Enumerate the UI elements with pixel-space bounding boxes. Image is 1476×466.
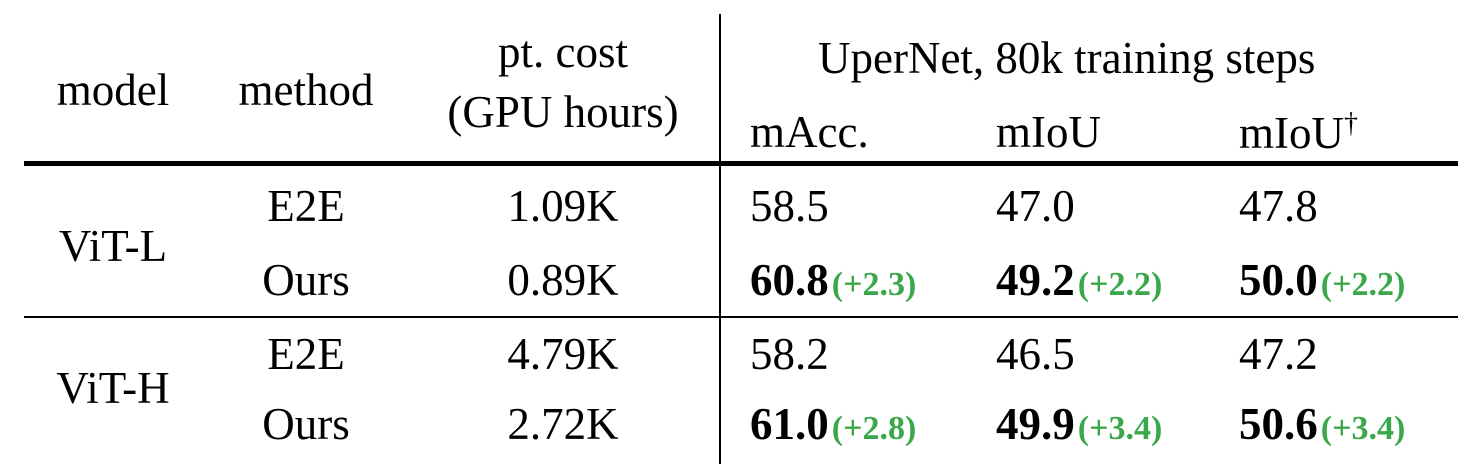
- miou-dagger-value: 50.6: [1239, 399, 1318, 449]
- miou-value: 46.5: [996, 329, 1075, 379]
- model-vit-h: ViT-H: [56, 363, 170, 413]
- header-miou: mIoU: [996, 107, 1101, 157]
- header-rule: [24, 161, 1458, 166]
- miou-value: 49.9: [996, 399, 1075, 449]
- cost-cell: 4.79K: [507, 329, 619, 379]
- header-macc: mAcc.: [750, 107, 869, 157]
- miou-gain: (+2.2): [1077, 266, 1163, 303]
- miou-cell: 47.0: [996, 184, 1075, 229]
- header-upernet: UperNet, 80k training steps: [818, 33, 1316, 83]
- header-miou-dagger: mIoU†: [1239, 110, 1358, 156]
- method-cell: E2E: [267, 329, 345, 379]
- miou-dagger-value: 47.2: [1239, 329, 1318, 379]
- header-method: method: [238, 65, 374, 115]
- miou-dagger-cell: 47.2: [1239, 332, 1318, 377]
- miou-dagger-value: 50.0: [1239, 255, 1318, 305]
- method-cell: Ours: [262, 255, 350, 305]
- miou-dagger-gain: (+2.2): [1320, 266, 1406, 303]
- miou-dagger-cell: 50.0(+2.2): [1239, 258, 1405, 303]
- dagger-mark: †: [1344, 108, 1358, 139]
- miou-cell: 46.5: [996, 332, 1075, 377]
- vertical-divider: [719, 14, 721, 464]
- macc-value: 61.0: [750, 399, 829, 449]
- cost-cell: 2.72K: [507, 399, 619, 449]
- macc-value: 60.8: [750, 255, 829, 305]
- macc-value: 58.2: [750, 329, 829, 379]
- cost-cell: 1.09K: [507, 181, 619, 231]
- miou-value: 47.0: [996, 181, 1075, 231]
- header-cost-line1: pt. cost: [498, 27, 628, 77]
- header-model: model: [56, 65, 170, 115]
- header-miou-dagger-label: mIoU: [1239, 108, 1344, 158]
- miou-gain: (+3.4): [1077, 410, 1163, 447]
- header-cost-line2: (GPU hours): [447, 87, 679, 137]
- group-rule: [24, 316, 1458, 318]
- miou-dagger-gain: (+3.4): [1320, 410, 1406, 447]
- method-cell: E2E: [267, 181, 345, 231]
- miou-cell: 49.2(+2.2): [996, 258, 1162, 303]
- model-vit-l: ViT-L: [58, 221, 168, 271]
- macc-cell: 58.5: [750, 184, 829, 229]
- miou-value: 49.2: [996, 255, 1075, 305]
- macc-cell: 61.0(+2.8): [750, 402, 916, 447]
- macc-gain: (+2.8): [831, 410, 917, 447]
- miou-dagger-cell: 47.8: [1239, 184, 1318, 229]
- macc-gain: (+2.3): [831, 266, 917, 303]
- miou-dagger-cell: 50.6(+3.4): [1239, 402, 1405, 447]
- method-cell: Ours: [262, 399, 350, 449]
- macc-cell: 60.8(+2.3): [750, 258, 916, 303]
- miou-dagger-value: 47.8: [1239, 181, 1318, 231]
- macc-value: 58.5: [750, 181, 829, 231]
- cost-cell: 0.89K: [507, 255, 619, 305]
- miou-cell: 49.9(+3.4): [996, 402, 1162, 447]
- macc-cell: 58.2: [750, 332, 829, 377]
